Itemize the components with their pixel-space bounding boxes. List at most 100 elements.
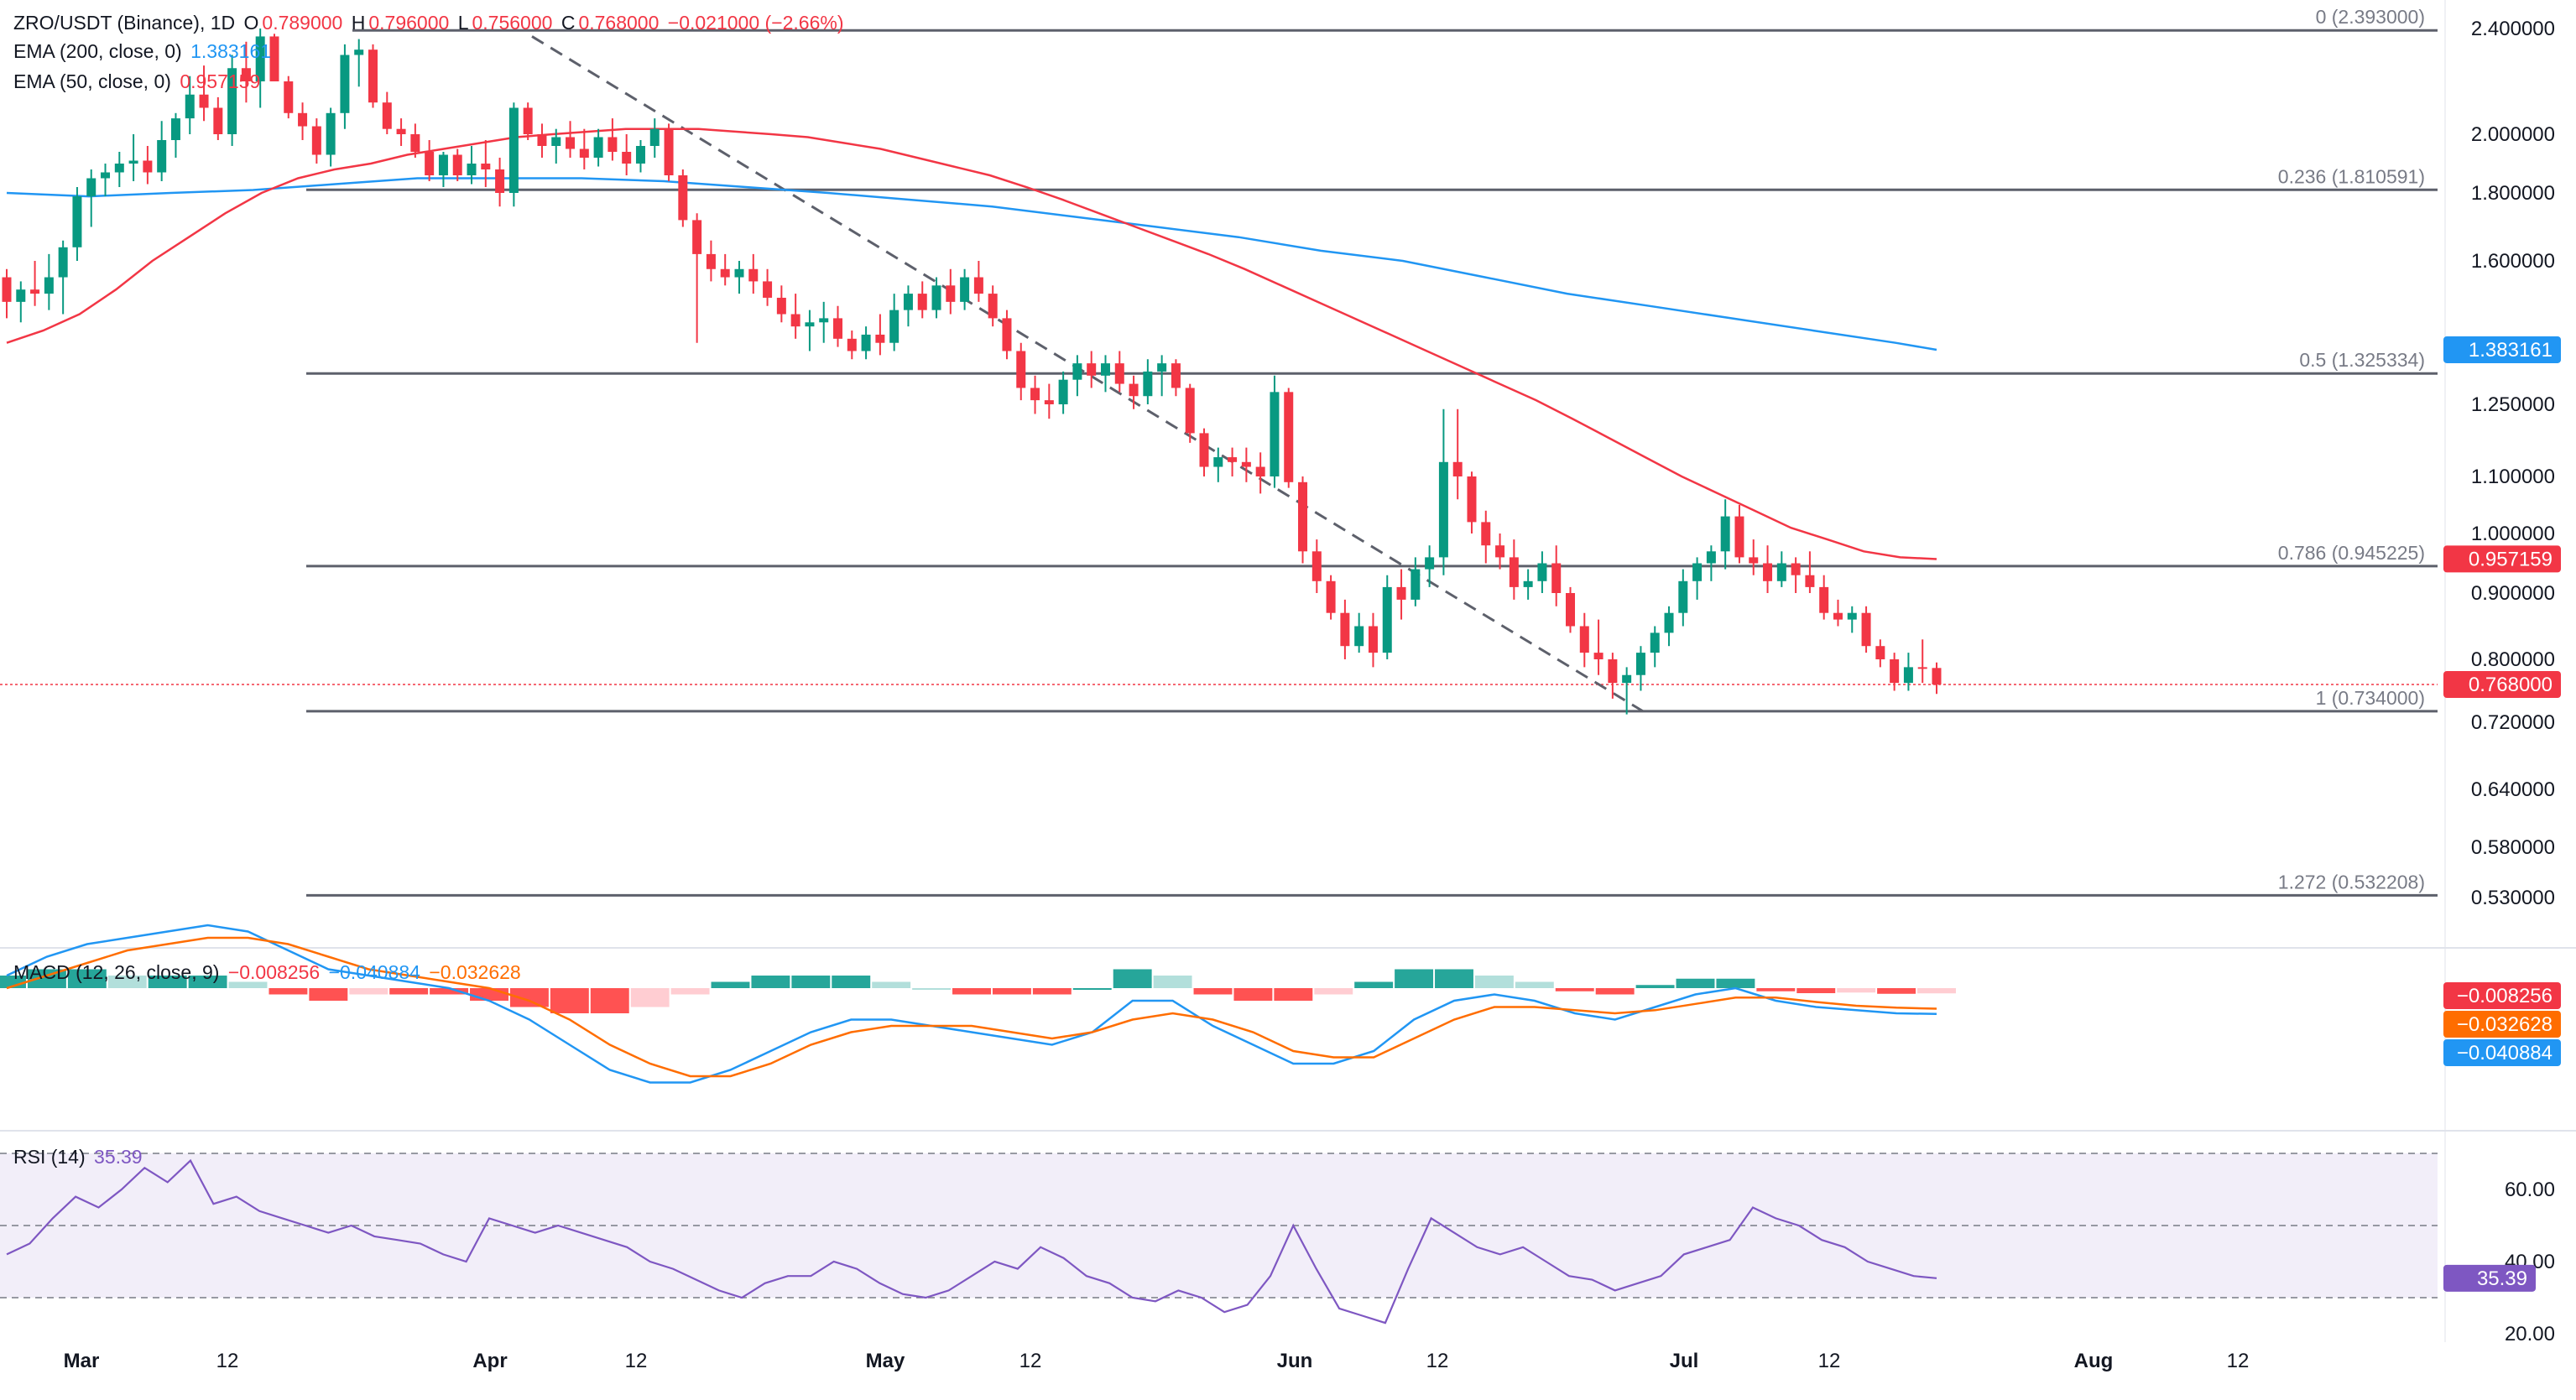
candle-body[interactable] <box>1650 632 1660 653</box>
candle-body[interactable] <box>1199 433 1209 467</box>
candle-body[interactable] <box>1368 626 1378 653</box>
candle-body[interactable] <box>847 338 857 351</box>
ema200-line[interactable] <box>6 177 1937 351</box>
candle-body[interactable] <box>1185 388 1195 434</box>
candle-body[interactable] <box>1664 612 1674 633</box>
candle-body[interactable] <box>1072 363 1082 380</box>
candle-body[interactable] <box>213 107 223 135</box>
candle-body[interactable] <box>396 128 406 134</box>
candle-body[interactable] <box>790 314 800 327</box>
candle-body[interactable] <box>1452 461 1463 476</box>
candle-body[interactable] <box>1255 466 1265 476</box>
candle-body[interactable] <box>1791 563 1801 575</box>
candle-body[interactable] <box>241 68 251 81</box>
candle-body[interactable] <box>467 164 477 175</box>
candle-body[interactable] <box>805 322 815 327</box>
candle-body[interactable] <box>734 268 744 278</box>
candle-body[interactable] <box>128 160 138 164</box>
candle-body[interactable] <box>1566 593 1576 627</box>
candle-body[interactable] <box>1016 351 1026 388</box>
candle-body[interactable] <box>1819 586 1829 613</box>
candle-body[interactable] <box>973 277 983 294</box>
candle-body[interactable] <box>875 334 885 343</box>
candle-body[interactable] <box>410 134 420 152</box>
candle-body[interactable] <box>889 310 900 343</box>
candle-body[interactable] <box>1608 659 1618 684</box>
candle-body[interactable] <box>354 49 364 55</box>
candle-body[interactable] <box>16 289 26 302</box>
candle-body[interactable] <box>678 175 688 221</box>
candle-body[interactable] <box>1875 646 1885 659</box>
candle-body[interactable] <box>143 160 153 173</box>
candle-body[interactable] <box>988 294 998 319</box>
candle-body[interactable] <box>1058 379 1068 404</box>
candle-body[interactable] <box>931 285 941 310</box>
candle-body[interactable] <box>1340 612 1350 647</box>
candle-body[interactable] <box>1129 383 1139 397</box>
candle-body[interactable] <box>199 94 209 108</box>
candle-body[interactable] <box>185 94 195 119</box>
candle-body[interactable] <box>819 318 829 323</box>
candle-body[interactable] <box>1706 551 1716 564</box>
candle-body[interactable] <box>2 277 12 302</box>
candle-body[interactable] <box>1298 481 1308 552</box>
candle-body[interactable] <box>763 281 773 298</box>
candle-body[interactable] <box>1776 563 1786 581</box>
candle-body[interactable] <box>255 36 265 81</box>
candle-body[interactable] <box>1382 586 1392 653</box>
candle-body[interactable] <box>523 107 533 135</box>
candle-body[interactable] <box>1734 516 1744 558</box>
candle-body[interactable] <box>1157 363 1167 372</box>
candle-body[interactable] <box>649 128 660 146</box>
candle-body[interactable] <box>537 134 547 146</box>
candle-body[interactable] <box>1903 667 1913 684</box>
rsi-legend[interactable]: RSI (14) 35.39 <box>13 1146 146 1168</box>
candle-body[interactable] <box>438 154 448 176</box>
candle-body[interactable] <box>1805 575 1815 587</box>
candle-body[interactable] <box>1002 318 1012 351</box>
candle-body[interactable] <box>833 318 843 339</box>
candle-body[interactable] <box>382 102 392 129</box>
ema50-line[interactable] <box>6 128 1937 560</box>
candle-body[interactable] <box>1411 569 1421 600</box>
candle-body[interactable] <box>1861 612 1871 647</box>
candle-body[interactable] <box>44 277 54 294</box>
candle-body[interactable] <box>495 169 505 193</box>
candle-body[interactable] <box>1635 653 1645 675</box>
candle-body[interactable] <box>664 128 674 175</box>
candle-body[interactable] <box>917 294 927 310</box>
candle-body[interactable] <box>72 196 82 247</box>
candle-body[interactable] <box>508 107 519 194</box>
candle-body[interactable] <box>101 172 111 179</box>
candle-body[interactable] <box>692 220 702 254</box>
rsi-line[interactable] <box>6 1158 1937 1325</box>
candle-body[interactable] <box>1678 580 1688 613</box>
candle-body[interactable] <box>1622 674 1632 684</box>
candle-body[interactable] <box>551 137 561 147</box>
candle-body[interactable] <box>1523 580 1533 587</box>
candle-body[interactable] <box>269 36 279 81</box>
candle-body[interactable] <box>1396 586 1406 600</box>
candle-body[interactable] <box>1579 626 1589 653</box>
candle-body[interactable] <box>1143 371 1153 397</box>
macd-legend[interactable]: MACD (12, 26, close, 9) −0.008256 −0.040… <box>13 961 524 984</box>
candle-body[interactable] <box>635 146 645 164</box>
candle-body[interactable] <box>593 137 603 159</box>
candle-body[interactable] <box>368 49 378 103</box>
candle-body[interactable] <box>1087 363 1097 376</box>
candle-body[interactable] <box>170 118 180 140</box>
candle-body[interactable] <box>706 253 716 269</box>
candle-body[interactable] <box>1354 626 1364 647</box>
candle-body[interactable] <box>1030 388 1040 401</box>
candle-body[interactable] <box>452 154 462 176</box>
candle-body[interactable] <box>720 268 730 278</box>
candle-body[interactable] <box>1917 667 1927 669</box>
candle-body[interactable] <box>1171 363 1181 388</box>
candle-body[interactable] <box>1847 612 1857 620</box>
candle-body[interactable] <box>1311 551 1322 581</box>
candle-body[interactable] <box>58 247 68 278</box>
candle-body[interactable] <box>227 68 237 134</box>
candle-body[interactable] <box>311 126 321 155</box>
candle-body[interactable] <box>481 164 491 169</box>
